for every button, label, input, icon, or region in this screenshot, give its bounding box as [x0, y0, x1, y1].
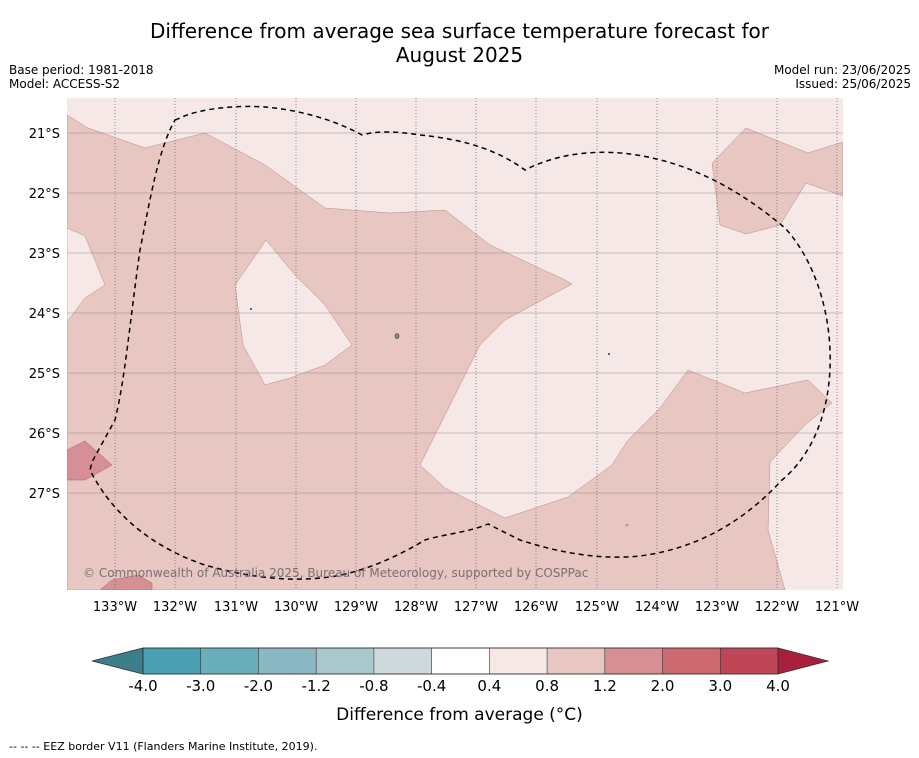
- meta-right: Model run: 23/06/2025 Issued: 25/06/2025: [774, 63, 911, 91]
- copyright-notice: © Commonwealth of Australia 2025, Bureau…: [83, 566, 588, 580]
- title-line-2: August 2025: [395, 43, 524, 67]
- colorbar-tick-label: -3.0: [186, 677, 216, 695]
- colorbar-tick-label: 2.0: [650, 677, 675, 695]
- colorbar: [91, 647, 830, 675]
- lon-label: 129°W: [334, 600, 378, 615]
- map: © Commonwealth of Australia 2025, Bureau…: [29, 98, 859, 615]
- colorbar-tick-label: 4.0: [766, 677, 790, 695]
- island-marker: [625, 523, 629, 527]
- colorbar-low-extension: [91, 647, 144, 675]
- title-line-1: Difference from average sea surface temp…: [149, 19, 769, 43]
- chart-title: Difference from average sea surface temp…: [0, 19, 919, 67]
- anomaly-region-strong-west: [67, 440, 113, 481]
- colorbar-tick-label: -0.8: [359, 677, 389, 695]
- island-marker: [608, 353, 610, 355]
- colorbar-segment: [546, 647, 606, 675]
- base-period: Base period: 1981-2018: [9, 63, 154, 77]
- colorbar-segment: [719, 647, 779, 675]
- latitude-labels: 21°S 22°S 23°S 24°S 25°S 26°S 27°S: [29, 127, 60, 502]
- colorbar-segment: [373, 647, 433, 675]
- colorbar-segments: [142, 647, 779, 675]
- colorbar-segment: [489, 647, 548, 675]
- lat-label: 22°S: [29, 187, 60, 202]
- lon-label: 127°W: [454, 600, 498, 615]
- colorbar-tick-label: -1.2: [301, 677, 331, 695]
- colorbar-tick-label: -2.0: [243, 677, 274, 695]
- lon-label: 132°W: [153, 600, 197, 615]
- lat-label: 27°S: [29, 487, 60, 502]
- anomaly-region-strong-south: [99, 574, 153, 590]
- colorbar-tick-label: 0.4: [477, 677, 502, 695]
- colorbar-high-extension: [777, 647, 830, 675]
- colorbar-segment: [200, 647, 260, 675]
- anomaly-region-light-west: [67, 227, 106, 323]
- eez-footnote: -- -- -- EEZ border V11 (Flanders Marine…: [9, 740, 318, 753]
- colorbar-tick-label: -0.4: [416, 677, 447, 695]
- colorbar-segment: [431, 647, 491, 675]
- lat-label: 23°S: [29, 247, 60, 262]
- colorbar-tick-label: 0.8: [535, 677, 560, 695]
- colorbar-segment: [142, 647, 202, 675]
- lon-label: 130°W: [274, 600, 318, 615]
- lon-label: 122°W: [755, 600, 799, 615]
- lat-label: 21°S: [29, 127, 60, 142]
- colorbar-outline: [142, 647, 779, 675]
- meta-left: Base period: 1981-2018 Model: ACCESS-S2: [9, 63, 154, 91]
- colorbar-segment: [662, 647, 722, 675]
- colorbar-tick-label: 3.0: [708, 677, 733, 695]
- longitude-gridlines: [114, 98, 838, 590]
- longitude-labels: 133°W 132°W 131°W 130°W 129°W 128°W 127°…: [93, 600, 859, 615]
- colorbar-tick-label: -4.0: [128, 677, 158, 695]
- lat-label: 25°S: [29, 367, 60, 382]
- lon-label: 131°W: [214, 600, 258, 615]
- lon-label: 128°W: [394, 600, 438, 615]
- lon-label: 121°W: [815, 600, 859, 615]
- colorbar-segment: [258, 647, 317, 675]
- island-marker: [394, 333, 400, 339]
- anomaly-region-medium: [67, 114, 833, 590]
- issued-date: Issued: 25/06/2025: [795, 77, 911, 91]
- lon-label: 125°W: [575, 600, 619, 615]
- lon-label: 123°W: [695, 600, 739, 615]
- lon-label: 126°W: [514, 600, 558, 615]
- map-area: [67, 98, 843, 590]
- model-name: Model: ACCESS-S2: [9, 77, 121, 91]
- lat-label: 24°S: [29, 307, 60, 322]
- lon-label: 133°W: [93, 600, 137, 615]
- lat-label: 26°S: [29, 427, 60, 442]
- island-marker: [250, 308, 252, 310]
- colorbar-segment: [604, 647, 664, 675]
- colorbar-tick-label: 1.2: [592, 677, 617, 695]
- model-run: Model run: 23/06/2025: [773, 63, 911, 77]
- latitude-gridlines: [67, 132, 843, 494]
- colorbar-segment: [315, 647, 375, 675]
- anomaly-region-light-inner: [234, 239, 353, 386]
- colorbar-label: Difference from average (°C): [336, 705, 583, 725]
- lon-label: 124°W: [635, 600, 679, 615]
